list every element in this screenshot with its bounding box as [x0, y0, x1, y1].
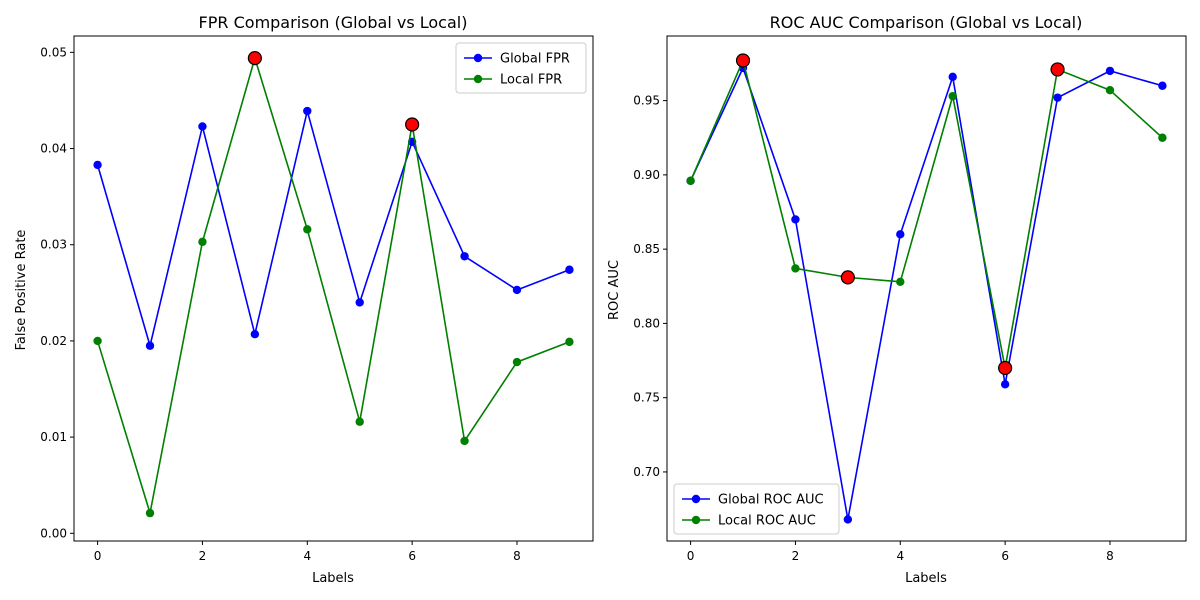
legend-box	[455, 42, 587, 94]
data-point-global	[1105, 66, 1115, 76]
x-axis-label: Labels	[312, 571, 354, 586]
highlight-point	[247, 51, 262, 66]
data-point-local	[303, 225, 312, 234]
legend: Global ROC AUC Local ROC AUC	[673, 483, 840, 535]
series-line-global	[689, 65, 1163, 520]
legend: Global FPR Local FPR	[455, 42, 587, 94]
data-point-local	[198, 237, 207, 247]
data-point-global	[93, 160, 102, 170]
x-tick-label: 8	[1106, 549, 1114, 563]
data-point-global	[565, 265, 574, 274]
highlight-point	[405, 117, 420, 132]
data-point-global	[250, 329, 260, 339]
legend-label: Global FPR	[500, 52, 570, 67]
y-tick-label: 0.90	[633, 168, 660, 182]
x-tick-label: 4	[303, 549, 311, 563]
y-tick-label: 0.70	[633, 465, 660, 479]
data-point-global	[1000, 380, 1010, 389]
chart-title: ROC AUC Comparison (Global vs Local)	[770, 13, 1083, 32]
data-point-local	[791, 264, 800, 273]
y-tick-label: 0.95	[633, 94, 660, 108]
data-point-local	[896, 277, 905, 287]
legend-swatch-marker	[473, 74, 483, 84]
y-axis-label: ROC AUC	[607, 260, 622, 320]
highlight-point	[840, 270, 855, 285]
data-point-global	[460, 252, 469, 261]
highlight-point	[998, 360, 1013, 376]
chart-title: FPR Comparison (Global vs Local)	[199, 13, 468, 32]
y-tick-label: 0.05	[40, 45, 67, 59]
y-tick-label: 0.00	[40, 526, 67, 540]
data-point-global	[896, 230, 905, 239]
y-tick-label: 0.01	[40, 430, 67, 444]
x-tick-label: 0	[94, 549, 102, 563]
data-point-local	[686, 176, 695, 186]
data-point-global	[145, 341, 155, 350]
data-point-global	[843, 515, 853, 524]
data-point-local	[565, 337, 574, 347]
x-tick-label: 8	[513, 549, 521, 563]
y-tick-label: 0.04	[40, 142, 67, 156]
legend-label: Global ROC AUC	[718, 493, 824, 508]
x-tick-label: 4	[896, 549, 904, 563]
y-tick-label: 0.02	[40, 334, 67, 348]
data-point-local	[948, 91, 957, 101]
x-tick-label: 0	[687, 549, 695, 563]
data-point-local	[460, 436, 469, 446]
series-line-local	[96, 55, 570, 514]
series-line-global	[96, 110, 570, 349]
series-line-local	[689, 58, 1163, 369]
x-tick-label: 2	[199, 549, 207, 563]
data-point-global	[198, 122, 207, 131]
data-point-global	[512, 285, 522, 295]
plot-frame	[73, 35, 594, 542]
plot-frame	[666, 35, 1187, 542]
data-point-global	[355, 298, 364, 307]
y-tick-label: 0.85	[633, 242, 660, 256]
data-point-local	[355, 417, 364, 426]
data-point-global	[948, 72, 957, 82]
data-point-global	[1053, 93, 1062, 102]
highlight-point	[735, 53, 751, 68]
y-tick-label: 0.80	[633, 316, 660, 330]
legend-swatch-marker	[691, 515, 701, 525]
data-point-local	[93, 336, 102, 346]
data-point-local	[512, 357, 522, 367]
data-point-global	[1158, 81, 1167, 90]
x-tick-label: 6	[1001, 549, 1009, 563]
x-tick-label: 2	[792, 549, 800, 563]
data-point-local	[1105, 86, 1115, 95]
fpr-chart: FPR Comparison (Global vs Local) Labels …	[14, 13, 594, 586]
legend-swatch-marker	[691, 494, 701, 504]
legend-label: Local ROC AUC	[718, 514, 816, 529]
legend-box	[673, 483, 840, 535]
x-tick-label: 6	[408, 549, 416, 563]
y-tick-label: 0.03	[40, 238, 67, 252]
legend-label: Local FPR	[500, 73, 562, 88]
x-axis-label: Labels	[905, 571, 947, 586]
data-point-global	[791, 215, 800, 224]
highlight-point	[1050, 62, 1065, 77]
data-point-local	[1158, 133, 1167, 142]
data-point-local	[145, 508, 155, 518]
y-axis-label: False Positive Rate	[14, 230, 29, 351]
roc-auc-chart: ROC AUC Comparison (Global vs Local) Lab…	[607, 13, 1187, 586]
data-point-global	[303, 106, 312, 116]
legend-swatch-marker	[473, 53, 483, 63]
y-tick-label: 0.75	[633, 391, 660, 405]
